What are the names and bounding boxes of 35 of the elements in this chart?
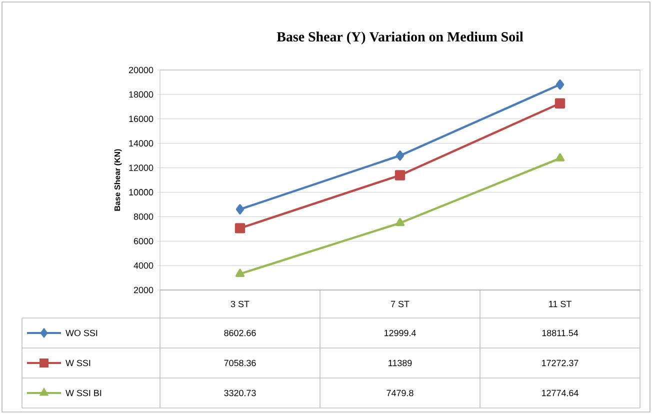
point bbox=[395, 218, 405, 226]
y-tick-label: 8000 bbox=[134, 213, 154, 220]
x-tick-label: 11 ST bbox=[549, 300, 572, 308]
point bbox=[234, 223, 246, 234]
data-label: 7058.36 bbox=[224, 360, 256, 366]
y-tick-label: 2000 bbox=[134, 286, 154, 294]
y-tick-label: 14000 bbox=[129, 140, 154, 147]
chart-title: Base Shear (Y) Variation on Medium Soil bbox=[276, 32, 524, 44]
x-tick-label: 7 ST bbox=[390, 300, 410, 308]
data-label: 3320.73 bbox=[224, 390, 256, 396]
point bbox=[236, 204, 244, 214]
y-tick-label: 4000 bbox=[134, 262, 154, 269]
data-label: 7479.8 bbox=[386, 390, 414, 396]
legend-label: W SSI BI bbox=[66, 390, 102, 396]
y-tick-label: 10000 bbox=[129, 189, 154, 196]
y-tick-label: 6000 bbox=[134, 238, 154, 244]
y-tick-label: 20000 bbox=[129, 66, 154, 74]
data-label: 18811.54 bbox=[542, 330, 578, 336]
y-tick-label: 18000 bbox=[129, 91, 154, 98]
data-label: 17272.37 bbox=[542, 360, 578, 366]
data-label: 11389 bbox=[388, 360, 412, 366]
x-tick-label: 3 ST bbox=[230, 300, 250, 308]
data-label: 12999.4 bbox=[384, 330, 416, 336]
y-tick-label: 12000 bbox=[129, 164, 154, 171]
point bbox=[394, 170, 406, 180]
data-label: 12774.64 bbox=[542, 390, 578, 396]
y-tick-label: 16000 bbox=[129, 116, 154, 122]
point bbox=[235, 268, 245, 277]
legend-label: WO SSI bbox=[66, 330, 98, 336]
point bbox=[396, 150, 404, 161]
point bbox=[554, 98, 566, 108]
point bbox=[556, 79, 564, 90]
point bbox=[555, 153, 565, 162]
data-label: 8602.66 bbox=[224, 330, 256, 336]
legend-label: W SSI bbox=[66, 360, 90, 366]
